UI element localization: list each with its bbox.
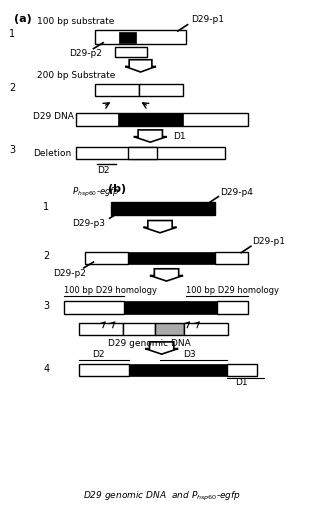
Text: (b): (b) <box>108 184 126 194</box>
Text: D29-p2: D29-p2 <box>53 269 86 278</box>
Text: 4: 4 <box>43 364 49 374</box>
Polygon shape <box>144 220 176 233</box>
Polygon shape <box>134 130 167 142</box>
FancyBboxPatch shape <box>128 252 215 264</box>
Text: 2: 2 <box>43 251 49 261</box>
Text: D29-p1: D29-p1 <box>191 15 224 24</box>
FancyBboxPatch shape <box>118 113 183 125</box>
FancyBboxPatch shape <box>95 84 139 96</box>
FancyBboxPatch shape <box>123 323 155 334</box>
Text: D3: D3 <box>183 350 195 359</box>
FancyBboxPatch shape <box>111 202 215 215</box>
FancyBboxPatch shape <box>76 113 248 125</box>
Polygon shape <box>145 342 178 354</box>
Text: D29-p3: D29-p3 <box>72 219 105 228</box>
FancyBboxPatch shape <box>95 31 186 44</box>
Polygon shape <box>125 60 156 72</box>
Text: D29-p2: D29-p2 <box>69 49 102 58</box>
Text: D29 genomic DNA: D29 genomic DNA <box>108 339 191 348</box>
Text: 3: 3 <box>43 301 49 311</box>
FancyBboxPatch shape <box>184 323 228 334</box>
FancyBboxPatch shape <box>226 364 257 376</box>
Text: D29 DNA: D29 DNA <box>33 112 74 121</box>
FancyBboxPatch shape <box>139 84 183 96</box>
Text: 3: 3 <box>9 145 15 154</box>
FancyBboxPatch shape <box>129 364 226 376</box>
Text: 1: 1 <box>43 202 49 212</box>
Text: D29-p4: D29-p4 <box>220 188 253 197</box>
FancyBboxPatch shape <box>79 323 123 334</box>
Text: (a): (a) <box>14 15 32 24</box>
Text: D2: D2 <box>97 166 109 175</box>
FancyBboxPatch shape <box>120 32 136 43</box>
Text: D1: D1 <box>173 132 185 141</box>
FancyBboxPatch shape <box>76 147 225 159</box>
Text: P$_{hsp60}$-egfp: P$_{hsp60}$-egfp <box>72 186 121 199</box>
Text: Deletion: Deletion <box>33 149 72 158</box>
FancyBboxPatch shape <box>85 252 128 264</box>
Text: 100 bp substrate: 100 bp substrate <box>37 17 114 26</box>
Text: 100 bp D29 homology: 100 bp D29 homology <box>186 286 279 295</box>
FancyBboxPatch shape <box>128 147 157 159</box>
Polygon shape <box>150 269 183 281</box>
Text: D1: D1 <box>235 379 247 387</box>
Text: D2: D2 <box>92 350 104 359</box>
FancyBboxPatch shape <box>215 252 248 264</box>
FancyBboxPatch shape <box>186 301 217 314</box>
FancyBboxPatch shape <box>217 301 248 314</box>
Text: D29 genomic DNA  and P$_{hsp60}$-egfp: D29 genomic DNA and P$_{hsp60}$-egfp <box>83 489 241 503</box>
FancyBboxPatch shape <box>124 301 186 314</box>
FancyBboxPatch shape <box>64 301 124 314</box>
FancyBboxPatch shape <box>115 47 147 57</box>
Text: D29-p1: D29-p1 <box>252 237 285 246</box>
Text: 2: 2 <box>9 83 15 93</box>
Text: 100 bp D29 homology: 100 bp D29 homology <box>64 286 157 295</box>
Text: 1: 1 <box>9 29 15 39</box>
FancyBboxPatch shape <box>79 364 129 376</box>
FancyBboxPatch shape <box>155 323 184 334</box>
Text: 200 bp Substrate: 200 bp Substrate <box>37 71 115 80</box>
